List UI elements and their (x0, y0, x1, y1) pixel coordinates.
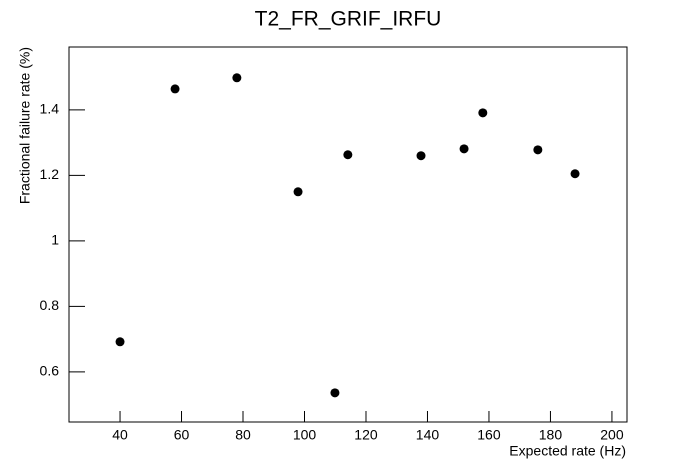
data-point (232, 73, 242, 83)
x-axis-label: Expected rate (Hz) (509, 443, 626, 459)
data-point (330, 388, 340, 398)
data-point (293, 187, 303, 197)
chart-title: T2_FR_GRIF_IRFU (255, 8, 442, 31)
plot-frame (68, 46, 628, 423)
data-point (459, 144, 469, 154)
data-point (570, 169, 580, 179)
x-tick-label: 40 (112, 427, 128, 443)
data-point (533, 145, 543, 155)
x-tick-label: 160 (477, 427, 501, 443)
x-tick-label: 100 (293, 427, 317, 443)
x-tick-label: 200 (600, 427, 624, 443)
y-tick-label: 0.6 (40, 363, 60, 379)
y-tick-label: 1 (51, 232, 59, 248)
data-point (416, 151, 426, 161)
data-point (115, 337, 125, 347)
y-tick-label: 0.8 (40, 297, 60, 313)
y-tick-label: 1.4 (40, 101, 60, 117)
y-tick-label: 1.2 (40, 166, 60, 182)
data-point (478, 108, 488, 118)
x-tick-label: 180 (539, 427, 563, 443)
x-tick-label: 140 (416, 427, 440, 443)
y-axis-label: Fractional failure rate (%) (17, 47, 33, 204)
data-point (170, 84, 180, 94)
x-tick-label: 120 (354, 427, 378, 443)
x-tick-label: 60 (174, 427, 190, 443)
x-tick-label: 80 (235, 427, 251, 443)
data-point (343, 150, 353, 160)
